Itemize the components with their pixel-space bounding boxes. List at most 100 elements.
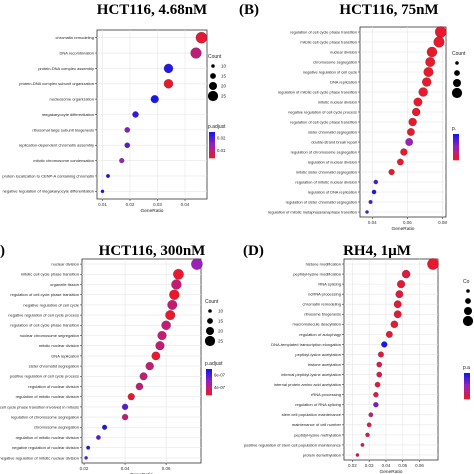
y-tick-label: macromolecule deacylation — [293, 322, 341, 327]
color-bar-segment — [209, 133, 215, 137]
color-legend-title: p.adjust — [208, 124, 226, 130]
color-bar-segment — [206, 369, 212, 372]
size-legend-title: Co — [463, 279, 470, 285]
x-axis-title: GeneRatio — [392, 226, 415, 232]
data-point — [167, 300, 178, 310]
data-point — [165, 310, 176, 320]
data-point — [84, 456, 88, 460]
x-axis-title: GeneRatio — [380, 469, 403, 474]
data-point — [376, 361, 383, 368]
y-tick-label: positive regulation of cell cycle proces… — [10, 374, 79, 379]
y-tick-label: regulation of autophagy — [299, 332, 341, 337]
y-tick-label: negative regulation of megakaryocyte dif… — [2, 189, 94, 194]
data-point — [191, 258, 203, 270]
data-point — [373, 392, 379, 398]
y-tick-label: nucleosome organization — [50, 97, 94, 102]
panel-letter: ) — [0, 243, 5, 259]
data-point — [405, 138, 413, 146]
color-legend-label: 0.01 — [217, 148, 226, 153]
color-bar-segment — [206, 382, 212, 385]
color-bar-segment — [464, 395, 470, 398]
color-bar-segment — [464, 389, 470, 392]
color-bar-segment — [464, 378, 470, 381]
y-tick-label: chromosome segregation — [34, 425, 79, 430]
y-tick-label: megakaryocyte differentiation — [42, 112, 94, 117]
color-bar-segment — [453, 143, 459, 146]
data-point — [413, 97, 423, 107]
size-legend-dot — [208, 309, 212, 313]
x-axis-title: GeneRatio — [130, 472, 153, 474]
color-bar-segment — [206, 378, 212, 381]
color-bar-segment — [209, 154, 215, 157]
color-bar-segment — [453, 156, 459, 159]
data-point — [132, 111, 139, 118]
y-tick-label: peptidyl-lysine acetylation — [295, 352, 341, 357]
y-tick-label: regulation of cell cycle phase transitio… — [10, 292, 79, 297]
data-point — [418, 87, 428, 97]
data-point — [373, 179, 379, 185]
color-bar-segment — [206, 383, 212, 387]
x-tick-label: 0.03 — [153, 202, 162, 207]
chart-panel-4: (D) RH4, 1µM 0.02 0.03 0.04 0.05 0.06 histone m… — [243, 243, 474, 474]
y-tick-label: nuclear division — [51, 262, 79, 267]
data-point — [435, 26, 447, 38]
chart-title: HCT116, 75nM — [339, 2, 438, 18]
color-legend-title: p. — [452, 126, 456, 132]
y-tick-label: mitotic cell cycle phase transition — [300, 39, 357, 44]
y-tick-label: regulation of mitotic nuclear division — [295, 179, 357, 184]
y-tick-label: DNA replication — [330, 79, 357, 84]
color-bar-segment — [453, 147, 459, 150]
y-tick-label: peptidyl-lysine methylation — [294, 432, 341, 437]
color-bar-segment — [453, 135, 459, 139]
size-legend-label: 15 — [218, 319, 224, 324]
color-bar-segment — [206, 372, 212, 375]
color-bar-segment — [206, 387, 212, 390]
y-tick-label: mitotic cell cycle phase transition — [21, 272, 79, 277]
data-point — [121, 414, 129, 421]
color-bar-segment — [209, 135, 215, 138]
color-bar-segment — [453, 148, 459, 152]
color-bar-segment — [453, 134, 459, 137]
color-bar-segment — [453, 154, 459, 157]
chart-title: RH4, 1µM — [343, 243, 411, 259]
color-bar-segment — [206, 376, 212, 379]
color-bar-segment — [453, 141, 459, 144]
y-tick-label: chromatin remodeling — [303, 302, 341, 307]
data-point — [135, 382, 144, 391]
data-point — [173, 268, 184, 280]
color-legend-title: p.adjust — [205, 361, 223, 367]
data-point — [366, 422, 372, 428]
data-point — [426, 46, 438, 58]
color-bar-segment — [464, 393, 470, 396]
y-tick-label: protein localization to CENP-A containin… — [2, 173, 94, 178]
data-point — [368, 200, 373, 204]
y-tick-label: regulation of DNA replication — [308, 189, 357, 194]
data-point — [408, 117, 417, 127]
color-bar-segment — [464, 382, 470, 385]
y-tick-label: sister chromatid segregation — [29, 364, 79, 369]
size-legend-dot — [206, 327, 214, 335]
y-tick-label: ncRNA processing — [308, 292, 341, 297]
data-point — [163, 63, 174, 74]
y-tick-label: regulation of mitotic cell cycle phase t… — [278, 89, 357, 94]
size-legend-dot — [207, 318, 213, 324]
data-point — [407, 128, 415, 136]
data-point — [373, 402, 379, 408]
color-bar-segment — [209, 143, 215, 146]
y-tick-label: protein demethylation — [303, 452, 341, 457]
color-bar-segment — [209, 145, 215, 148]
data-point — [157, 330, 167, 340]
size-legend-label: 10 — [221, 64, 227, 69]
size-legend-dot — [454, 70, 460, 76]
data-point — [385, 330, 393, 338]
data-point — [368, 412, 374, 418]
y-tick-label: DNA replication — [51, 353, 79, 358]
y-tick-label: regulation of mitotic nuclear division — [16, 394, 79, 399]
data-point — [423, 67, 434, 77]
color-bar-segment — [453, 152, 459, 155]
y-tick-label: regulation of nuclear division — [308, 159, 357, 164]
y-tick-label: maintenance of cell number — [292, 422, 342, 427]
x-tick-label: 0.02 — [348, 463, 357, 468]
data-point — [374, 381, 381, 388]
